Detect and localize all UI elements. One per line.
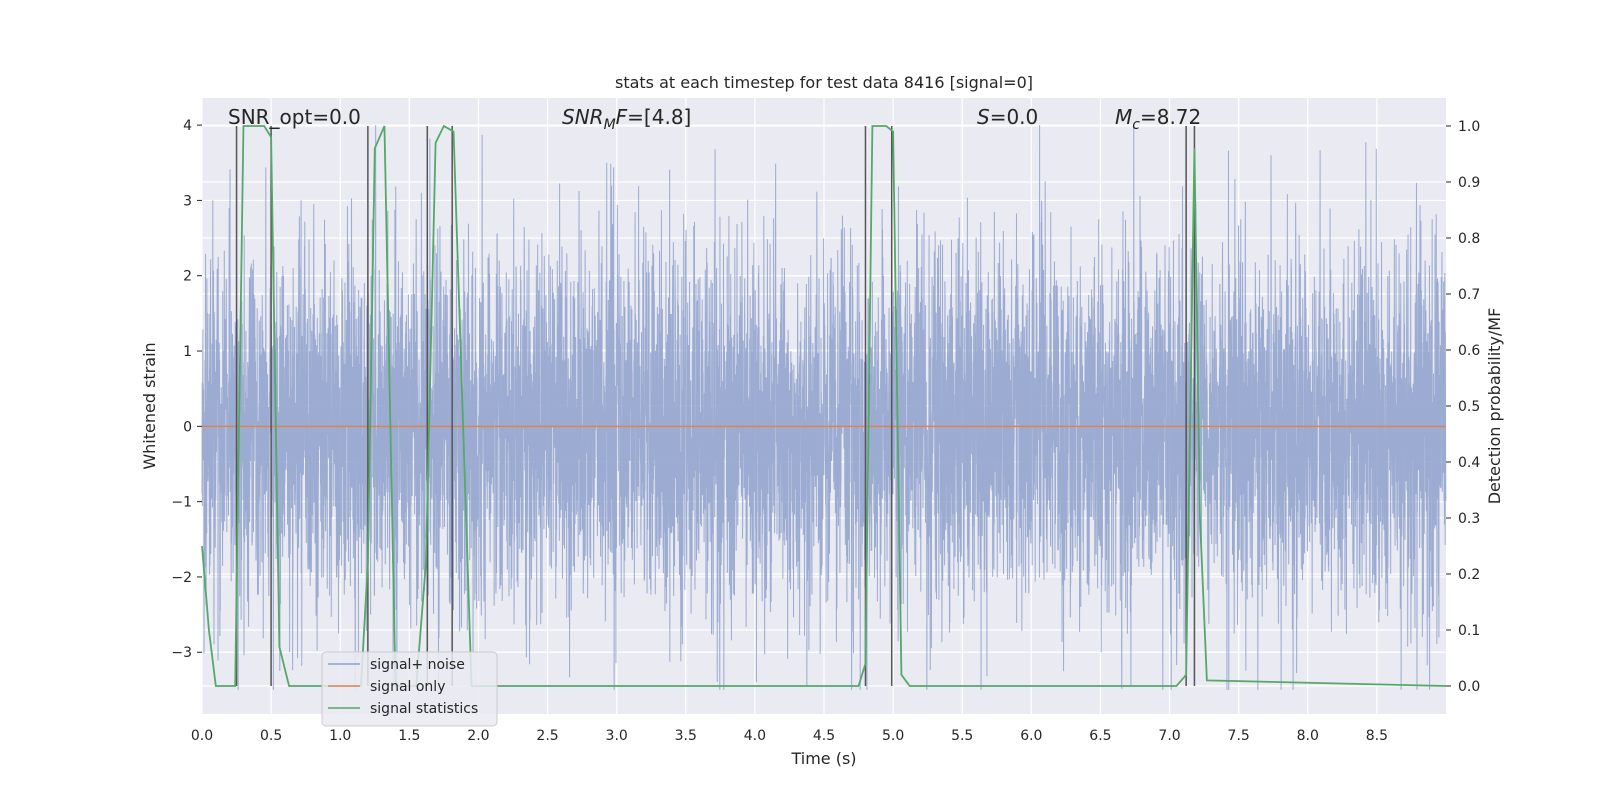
x-tick-label: 4.5	[813, 728, 835, 744]
annotations: SNR_opt=0.0 SNRMF=[4.8] S=0.0 Mc=8.72	[228, 105, 1201, 133]
y-tick-label: −3	[171, 645, 192, 661]
x-tick-label: 2.5	[536, 728, 558, 744]
x-tick-label: 0.0	[191, 728, 213, 744]
y2-tick-label: 0.1	[1458, 623, 1480, 639]
legend: signal+ noise signal only signal statist…	[321, 651, 498, 727]
x-tick-label: 2.0	[467, 728, 489, 744]
x-tick-label: 0.5	[260, 728, 282, 744]
x-tick-label: 6.0	[1020, 728, 1042, 744]
y2-tick-label: 0.0	[1458, 679, 1480, 695]
y-axis-label: Whitened strain	[140, 342, 159, 469]
y2-tick-label: 1.0	[1458, 119, 1480, 135]
legend-label-signal-only: signal only	[370, 679, 445, 695]
x-tick-label: 3.0	[606, 728, 628, 744]
y2-tick-label: 0.2	[1458, 567, 1480, 583]
y2-axis-ticks: 0.0 0.1 0.2 0.3 0.4 0.5 0.6 0.7 0.8 0.9 1.0	[1446, 119, 1480, 695]
x-tick-label: 8.5	[1366, 728, 1388, 744]
y-axis-ticks: −3 −2 −1 0 1 2 3 4	[171, 118, 202, 661]
y2-tick-label: 0.9	[1458, 175, 1480, 191]
x-tick-label: 7.0	[1158, 728, 1180, 744]
x-tick-label: 6.5	[1089, 728, 1111, 744]
legend-label-signal-statistics: signal statistics	[370, 701, 478, 717]
signal-statistics-line	[201, 124, 1447, 687]
legend-label-signal-noise: signal+ noise	[370, 657, 465, 673]
annotation-snr-mf: SNRMF=[4.8]	[562, 105, 691, 133]
signal-noise-line	[201, 125, 1447, 690]
annotation-mc: Mc=8.72	[1115, 105, 1201, 133]
y-tick-label: −2	[171, 570, 192, 586]
x-tick-label: 1.0	[329, 728, 351, 744]
y2-tick-label: 0.6	[1458, 343, 1480, 359]
series-signal-statistics	[201, 124, 1447, 687]
y2-tick-label: 0.7	[1458, 287, 1480, 303]
y-tick-label: 2	[183, 269, 192, 285]
y2-tick-label: 0.4	[1458, 455, 1480, 471]
series-signal-noise	[201, 125, 1447, 690]
legend-box	[321, 651, 498, 727]
x-tick-label: 8.0	[1297, 728, 1319, 744]
x-tick-label: 5.5	[951, 728, 973, 744]
y-tick-label: 1	[183, 344, 192, 360]
y2-tick-label: 0.8	[1458, 231, 1480, 247]
x-axis-label: Time (s)	[790, 749, 856, 768]
y-tick-label: 4	[183, 118, 192, 134]
y-tick-label: 3	[183, 193, 192, 209]
x-tick-label: 3.5	[675, 728, 697, 744]
vertical-markers	[235, 126, 1196, 686]
x-tick-label: 1.5	[398, 728, 420, 744]
y2-tick-label: 0.3	[1458, 511, 1480, 527]
y-tick-label: −1	[171, 495, 192, 511]
y2-axis-label: Detection probability/MF	[1485, 308, 1504, 505]
x-axis-ticks: 0.0 0.5 1.0 1.5 2.0 2.5 3.0 3.5 4.0 4.5 5.0 5.5 6.0 6…	[191, 728, 1388, 744]
y2-tick-label: 0.5	[1458, 399, 1480, 415]
y-tick-label: 0	[183, 419, 192, 435]
x-tick-label: 7.5	[1228, 728, 1250, 744]
x-tick-label: 5.0	[882, 728, 904, 744]
chart-title: stats at each timestep for test data 841…	[615, 73, 1033, 92]
annotation-s: S=0.0	[977, 105, 1038, 129]
annotation-snr-opt: SNR_opt=0.0	[228, 105, 361, 129]
x-tick-label: 4.0	[744, 728, 766, 744]
